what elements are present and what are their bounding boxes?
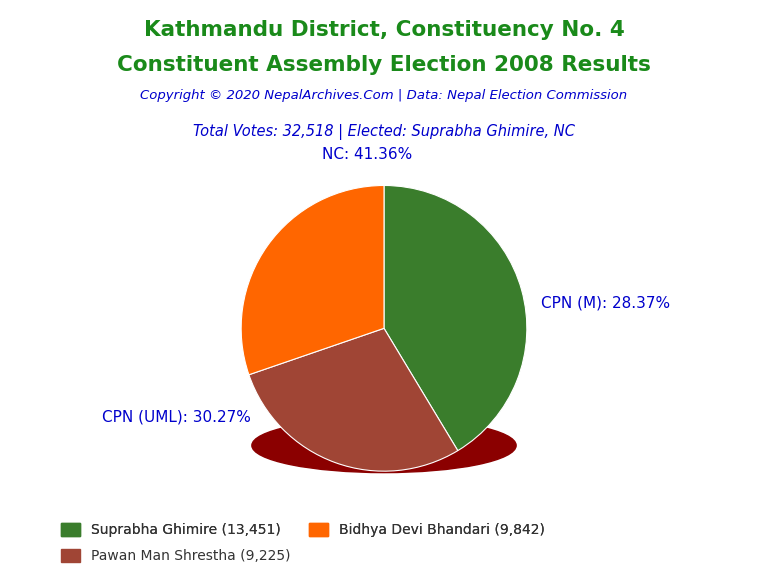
Ellipse shape (252, 418, 516, 472)
Text: Kathmandu District, Constituency No. 4: Kathmandu District, Constituency No. 4 (144, 20, 624, 40)
Legend: Pawan Man Shrestha (9,225): Pawan Man Shrestha (9,225) (61, 549, 291, 563)
Text: Constituent Assembly Election 2008 Results: Constituent Assembly Election 2008 Resul… (117, 55, 651, 75)
Wedge shape (249, 328, 458, 471)
Wedge shape (384, 185, 527, 450)
Text: CPN (UML): 30.27%: CPN (UML): 30.27% (102, 410, 251, 425)
Legend: Suprabha Ghimire (13,451), Bidhya Devi Bhandari (9,842): Suprabha Ghimire (13,451), Bidhya Devi B… (61, 523, 545, 537)
Text: Total Votes: 32,518 | Elected: Suprabha Ghimire, NC: Total Votes: 32,518 | Elected: Suprabha … (193, 124, 575, 140)
Text: CPN (M): 28.37%: CPN (M): 28.37% (541, 295, 670, 310)
Text: NC: 41.36%: NC: 41.36% (322, 146, 412, 161)
Text: Copyright © 2020 NepalArchives.Com | Data: Nepal Election Commission: Copyright © 2020 NepalArchives.Com | Dat… (141, 89, 627, 103)
Wedge shape (241, 185, 384, 375)
